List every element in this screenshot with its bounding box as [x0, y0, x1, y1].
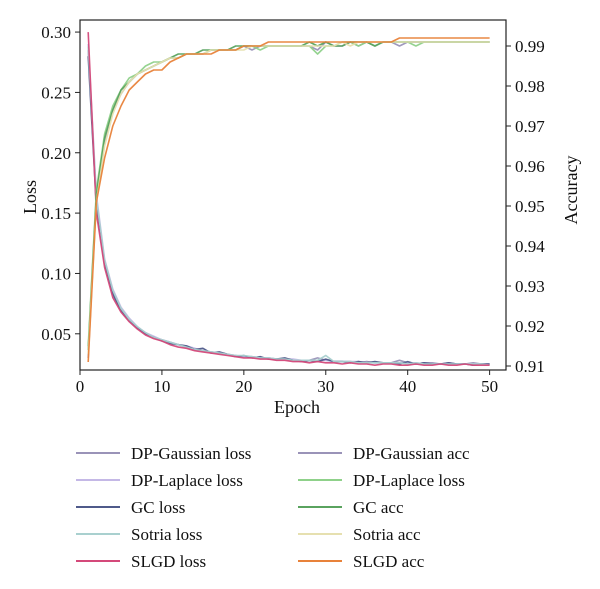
legend: DP-Gaussian loss DP-Laplace loss GC loss So…	[76, 444, 470, 571]
x-tick-label: 30	[317, 377, 334, 396]
right-y-tick-label: 0.95	[515, 197, 545, 216]
left-y-tick-label: 0.25	[41, 83, 71, 102]
x-tick-label: 40	[399, 377, 416, 396]
legend-label: SLGD acc	[353, 552, 425, 571]
legend-label: DP-Laplace loss	[131, 471, 243, 490]
right-y-tick-label: 0.98	[515, 77, 545, 96]
plot-frame	[79, 19, 507, 371]
left-y-tick-label: 0.15	[41, 204, 71, 223]
series-line-sotria-acc-right	[87, 41, 490, 355]
series-lines	[87, 32, 490, 367]
legend-label: GC acc	[353, 498, 404, 517]
series-line-slgd-acc-right	[87, 37, 490, 363]
right-y-tick-label: 0.92	[515, 317, 545, 336]
right-y-tick-label: 0.97	[515, 117, 545, 136]
x-tick-label: 20	[235, 377, 252, 396]
legend-label: Sotria acc	[353, 525, 421, 544]
right-y-tick-label: 0.93	[515, 277, 545, 296]
legend-label: SLGD loss	[131, 552, 206, 571]
right-y-tick-label: 0.96	[515, 157, 545, 176]
x-tick-label: 10	[153, 377, 170, 396]
legend-label: DP-Laplace loss	[353, 471, 465, 490]
x-tick-label: 0	[76, 377, 85, 396]
series-line-sotria-loss-left	[87, 46, 490, 366]
right-y-tick-label: 0.91	[515, 357, 545, 376]
left-y-tick-label: 0.30	[41, 23, 71, 42]
right-y-tick-label: 0.94	[515, 237, 545, 256]
left-y-tick-label: 0.20	[41, 144, 71, 163]
right-y-axis-title: Accuracy	[561, 156, 581, 225]
legend-label: DP-Gaussian loss	[131, 444, 251, 463]
left-y-tick-label: 0.10	[41, 264, 71, 283]
left-y-tick-label: 0.05	[41, 325, 71, 344]
plot-area-border	[79, 19, 507, 371]
x-tick-label: 50	[481, 377, 498, 396]
legend-label: DP-Gaussian acc	[353, 444, 470, 463]
right-y-tick-label: 0.99	[515, 37, 545, 56]
series-line-slgd-loss-left	[87, 32, 490, 367]
axis-ticks: 0 10 20 30 40 50 0.05 0.10 0.15 0.20 0.25 0.30 0.91 0…	[41, 23, 545, 396]
legend-label: Sotria loss	[131, 525, 202, 544]
left-y-axis-title: Loss	[20, 180, 40, 214]
legend-label: GC loss	[131, 498, 185, 517]
x-axis-title: Epoch	[274, 397, 320, 417]
